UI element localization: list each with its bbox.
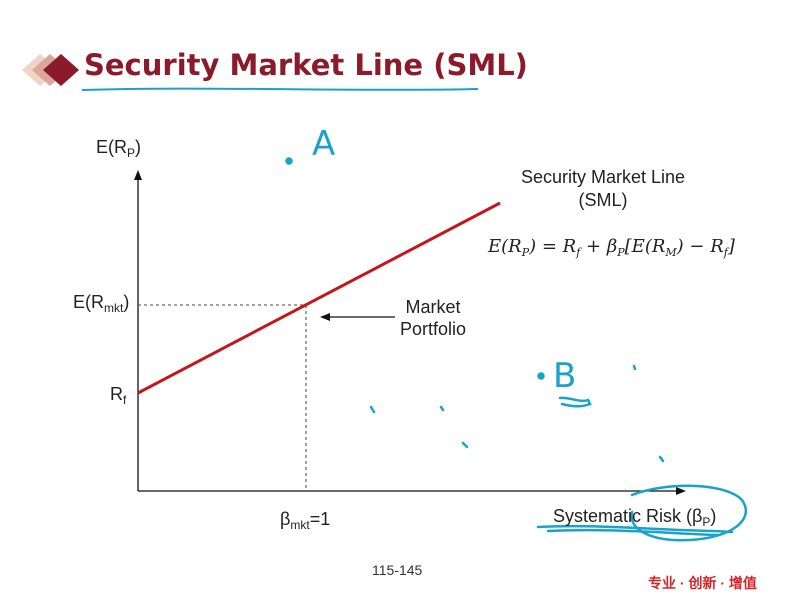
slide-title: Security Market Line (SML) [84, 48, 528, 82]
sml-formula: E(RP) = Rf + βP[E(RM) − Rf] [488, 236, 735, 259]
handwriting-marks [285, 157, 748, 542]
sml-line [137, 201, 501, 395]
x-axis-label-underline [536, 524, 734, 534]
market-beta-label: βmkt=1 [280, 509, 331, 532]
axes [134, 170, 686, 495]
handwritten-point-b: B [553, 356, 577, 396]
market-return-label: E(Rmkt) [73, 292, 130, 315]
brand-slogan: 专业 · 创新 · 增值 [648, 575, 757, 591]
risk-free-label: Rf [110, 384, 127, 407]
market-guides [138, 304, 307, 491]
title-underline [81, 87, 479, 91]
x-axis-label: Systematic Risk (βP) [553, 506, 717, 529]
handwritten-point-a: A [312, 124, 336, 164]
page-number: 115-145 [372, 562, 423, 578]
title-diamond-icons [22, 54, 79, 86]
sml-label: Security Market Line (SML) [520, 167, 686, 210]
y-axis-label: E(RP) [96, 137, 142, 160]
market-portfolio-arrow [320, 313, 395, 321]
x-axis-label-circle [630, 484, 748, 542]
market-portfolio-label: Market Portfolio [399, 297, 467, 339]
